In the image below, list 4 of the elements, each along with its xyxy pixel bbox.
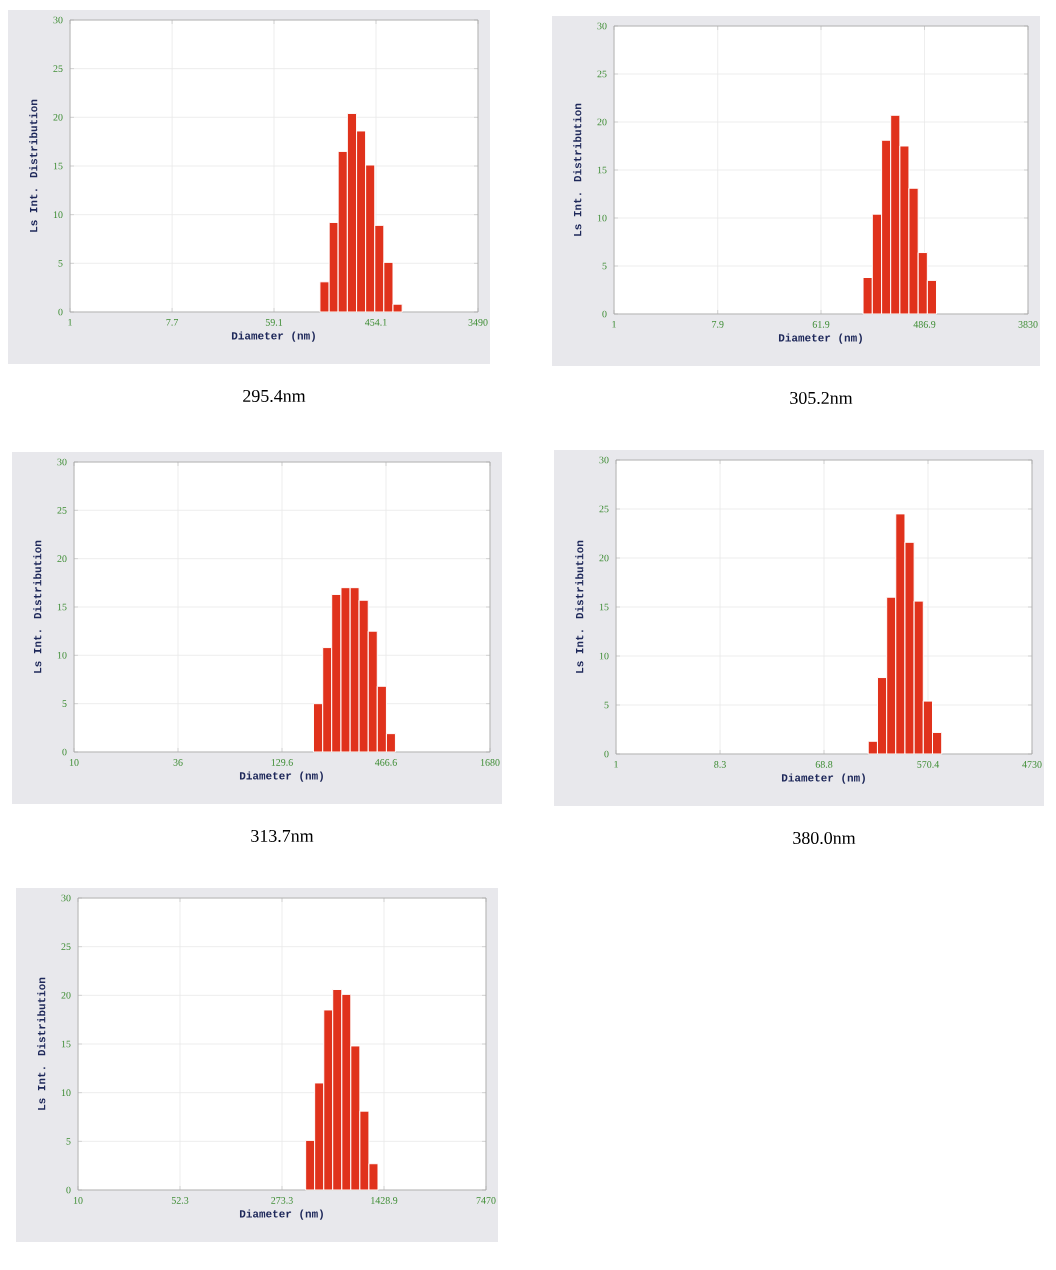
text: 380.0nm [793,831,856,845]
text: 305.2nm [790,391,853,405]
text: 295.4nm [243,389,306,403]
text: 313.7nm [251,829,314,843]
